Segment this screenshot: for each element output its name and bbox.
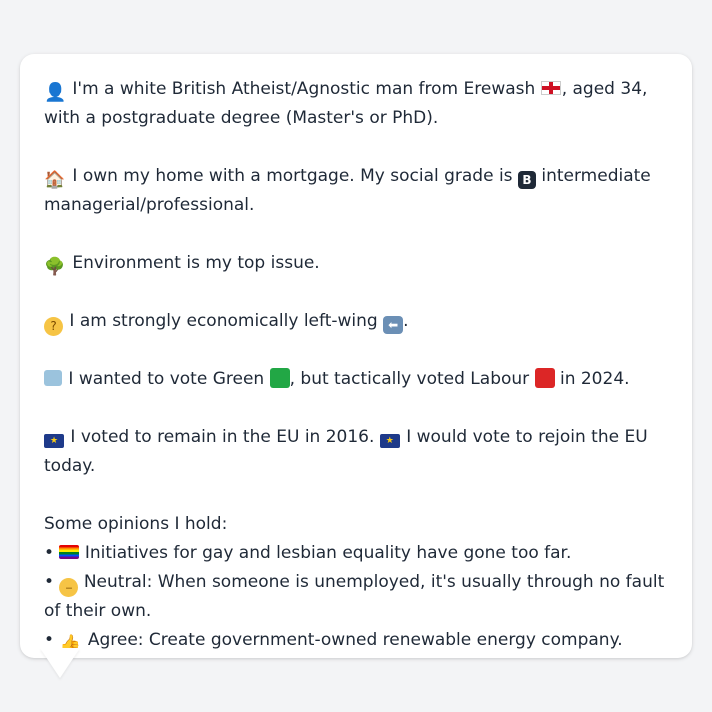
green-square-icon: [269, 368, 290, 388]
bullet: •: [44, 572, 55, 592]
eu-text-1: I voted to remain in the EU in 2016.: [70, 427, 375, 447]
eu-flag-icon: ★: [379, 434, 400, 448]
paragraph-home: 🏠 I own my home with a mortgage. My soci…: [44, 162, 672, 220]
identity-text: I'm a white British Atheist/Agnostic man…: [72, 79, 536, 99]
paragraph-economic: ? I am strongly economically left-wing ⬅…: [44, 307, 672, 336]
home-text-after: intermediate managerial/professional.: [44, 166, 651, 215]
economic-text-after: .: [403, 311, 409, 331]
opinion-text: Initiatives for gay and lesbian equality…: [84, 543, 572, 563]
england-flag-icon: [540, 81, 561, 95]
opinion-item: • 👍 Agree: Create government-owned renew…: [44, 626, 672, 655]
opinion-text: Neutral: When someone is unemployed, it'…: [44, 572, 665, 621]
economic-text: I am strongly economically left-wing: [69, 311, 378, 331]
home-text: I own my home with a mortgage. My social…: [72, 166, 513, 186]
paragraph-vote: I wanted to vote Green , but tactically …: [44, 365, 672, 394]
vote-text: I wanted to vote Green: [68, 369, 265, 389]
rainbow-flag-icon: [59, 545, 80, 559]
opinion-text: Agree: Create government-owned renewable…: [87, 630, 623, 650]
opinions-heading: Some opinions I hold:: [44, 514, 228, 534]
thinking-face-icon: ?: [44, 317, 63, 336]
neutral-face-icon: ‒: [59, 578, 79, 597]
deciduous-tree-icon: 🌳: [44, 257, 66, 277]
eu-flag-icon: ★: [44, 434, 64, 448]
paragraph-eu: ★ I voted to remain in the EU in 2016. ★…: [44, 423, 672, 481]
message-bubble: 👤 I'm a white British Atheist/Agnostic m…: [20, 54, 692, 658]
paragraph-issue: 🌳 Environment is my top issue.: [44, 249, 672, 278]
vote-text-middle: , but tactically voted Labour: [289, 369, 530, 389]
b-button-icon: B: [517, 171, 536, 189]
bullet: •: [44, 630, 55, 650]
bullet: •: [44, 543, 55, 563]
paragraph-identity: 👤 I'm a white British Atheist/Agnostic m…: [44, 75, 672, 133]
issue-text: Environment is my top issue.: [72, 253, 320, 273]
eu-text-2: I would vote to rejoin the EU today.: [44, 427, 648, 476]
house-icon: 🏠: [44, 170, 66, 190]
bubble-tail: [40, 648, 80, 678]
opinion-item: • Initiatives for gay and lesbian equali…: [44, 539, 672, 568]
red-square-icon: [534, 368, 555, 388]
left-arrow-icon: ⬅: [383, 316, 404, 334]
identity-text-after: , aged 34, with a postgraduate degree (M…: [44, 79, 648, 128]
ballot-box-icon: [44, 370, 62, 386]
vote-text-after: in 2024.: [559, 369, 630, 389]
opinion-item: • ‒ Neutral: When someone is unemployed,…: [44, 568, 672, 626]
bust-in-silhouette-icon: 👤: [44, 82, 67, 103]
